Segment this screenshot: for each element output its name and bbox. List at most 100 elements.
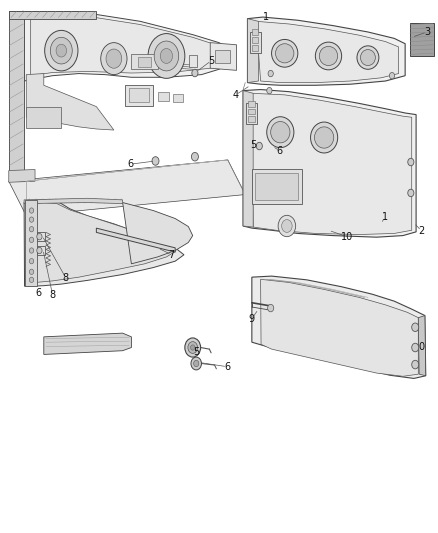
Circle shape (148, 34, 185, 78)
Polygon shape (24, 12, 228, 81)
Bar (37, 246, 45, 255)
Polygon shape (261, 279, 418, 376)
Ellipse shape (314, 127, 334, 148)
Ellipse shape (276, 44, 294, 63)
Circle shape (191, 152, 198, 161)
Text: 6: 6 (224, 362, 230, 372)
Circle shape (267, 87, 272, 94)
Polygon shape (123, 203, 193, 264)
Bar (158, 92, 169, 101)
Polygon shape (256, 21, 399, 83)
Circle shape (56, 44, 67, 57)
Circle shape (188, 342, 198, 353)
Circle shape (278, 215, 296, 237)
Text: 2: 2 (418, 226, 424, 236)
Polygon shape (96, 228, 175, 252)
Ellipse shape (272, 39, 298, 67)
Polygon shape (25, 200, 37, 286)
Polygon shape (9, 160, 245, 216)
Text: 8: 8 (49, 290, 56, 300)
Circle shape (256, 142, 262, 150)
Text: 5: 5 (208, 56, 214, 66)
Bar (248, 101, 255, 107)
Text: 7: 7 (169, 250, 175, 260)
Text: 5: 5 (250, 140, 256, 150)
Polygon shape (252, 93, 412, 235)
Circle shape (191, 345, 195, 350)
Bar (26, 107, 61, 128)
Circle shape (45, 30, 78, 71)
Polygon shape (24, 200, 184, 286)
Bar (252, 37, 258, 43)
Circle shape (408, 189, 414, 197)
Polygon shape (252, 276, 426, 378)
Circle shape (29, 269, 34, 274)
Text: 1: 1 (263, 12, 269, 21)
Bar (248, 109, 255, 114)
Circle shape (412, 323, 419, 332)
Circle shape (154, 41, 179, 71)
Circle shape (29, 237, 34, 243)
Ellipse shape (360, 50, 375, 66)
Text: 6: 6 (276, 146, 283, 156)
Bar (246, 103, 257, 124)
Text: 9: 9 (249, 314, 255, 324)
Circle shape (29, 227, 34, 232)
Bar (252, 45, 258, 51)
Bar (252, 29, 258, 35)
Circle shape (412, 360, 419, 369)
Ellipse shape (315, 42, 342, 70)
Circle shape (412, 343, 419, 352)
Circle shape (37, 247, 42, 254)
Circle shape (192, 69, 198, 77)
Bar (250, 32, 261, 53)
Bar (173, 94, 183, 102)
Circle shape (282, 220, 292, 232)
Circle shape (29, 208, 34, 213)
Bar (125, 85, 153, 106)
Circle shape (191, 357, 201, 370)
Polygon shape (418, 316, 426, 376)
Circle shape (268, 70, 273, 77)
Text: 5: 5 (193, 347, 199, 357)
Bar (129, 88, 149, 102)
Bar (255, 173, 298, 200)
Polygon shape (210, 43, 237, 70)
Bar (252, 169, 302, 204)
Ellipse shape (357, 46, 379, 69)
Polygon shape (247, 19, 258, 83)
Circle shape (408, 158, 414, 166)
Circle shape (194, 360, 199, 367)
Bar (37, 232, 45, 241)
Polygon shape (31, 15, 223, 76)
Polygon shape (243, 90, 416, 237)
Polygon shape (9, 169, 35, 182)
Ellipse shape (311, 122, 338, 153)
Circle shape (185, 338, 201, 357)
Circle shape (268, 304, 274, 312)
Circle shape (50, 37, 72, 64)
Circle shape (29, 277, 34, 282)
Text: 3: 3 (424, 27, 430, 37)
Circle shape (37, 233, 42, 240)
Text: 6: 6 (35, 288, 42, 298)
Circle shape (106, 49, 122, 68)
Text: 1: 1 (381, 213, 388, 222)
Polygon shape (24, 198, 123, 204)
Text: 0: 0 (418, 342, 424, 352)
Circle shape (101, 43, 127, 75)
Polygon shape (26, 74, 114, 130)
Bar (248, 116, 255, 122)
Polygon shape (30, 203, 175, 282)
Ellipse shape (271, 122, 290, 143)
Polygon shape (243, 91, 253, 227)
Polygon shape (44, 333, 131, 354)
Text: 6: 6 (127, 159, 134, 169)
Polygon shape (9, 11, 96, 19)
Circle shape (160, 49, 173, 63)
Polygon shape (9, 11, 24, 181)
Ellipse shape (319, 46, 338, 66)
Circle shape (29, 259, 34, 264)
Ellipse shape (267, 117, 294, 148)
Polygon shape (247, 17, 405, 85)
